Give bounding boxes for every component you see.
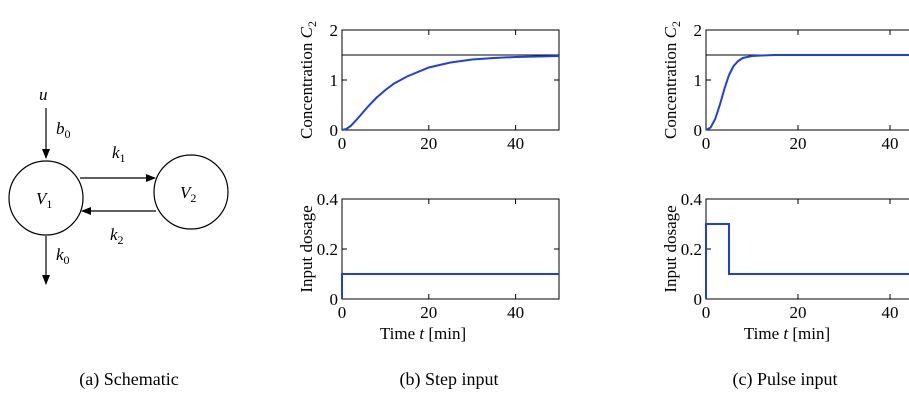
y-axis-label: Concentration C2 [297, 21, 319, 139]
x-tick-label: 40 [507, 303, 524, 322]
series-line [705, 54, 909, 131]
x-tick-label: 40 [882, 134, 899, 153]
x-tick-label: 20 [790, 134, 807, 153]
x-axis-label: Time t [min] [744, 324, 830, 343]
v1-label: V1 [36, 189, 52, 211]
chart-pulse-concentration: 0 20 40 0 1 2 Concentration C2 [661, 21, 909, 153]
y-tick-label: 0 [330, 290, 339, 309]
caption-schematic: (a) Schematic [79, 369, 178, 390]
x-tick-label: 0 [702, 134, 711, 153]
y-tick-label: 0 [694, 121, 703, 140]
input-u-label: u [39, 85, 48, 104]
compartment-v2 [153, 154, 229, 230]
y-tick-label: 1 [330, 71, 339, 90]
y-tick-label: 0 [694, 290, 703, 309]
y-tick-label: 2 [330, 21, 339, 40]
k1-label: k1 [112, 143, 126, 165]
y-axis-label: Input dosage [297, 205, 316, 292]
x-tick-label: 20 [790, 303, 807, 322]
x-tick-label: 20 [420, 303, 437, 322]
x-tick-label: 40 [882, 303, 899, 322]
k2-label: k2 [110, 225, 124, 247]
schematic: u b0 V1 V2 k1 k2 k0 [8, 85, 229, 285]
y-tick-label: 0 [330, 121, 339, 140]
y-tick-label: 1 [694, 71, 703, 90]
y-tick-label: 0.4 [681, 190, 703, 209]
x-tick-label: 0 [338, 134, 347, 153]
y-tick-label: 0.4 [317, 190, 339, 209]
v2-label: V2 [180, 183, 196, 205]
x-axis-label: Time t [min] [380, 324, 466, 343]
x-tick-label: 20 [420, 134, 437, 153]
x-tick-label: 40 [507, 134, 524, 153]
y-tick-label: 0.2 [317, 240, 338, 259]
axes-frame [341, 198, 560, 300]
y-tick-label: 0.2 [681, 240, 702, 259]
axes-frame [705, 198, 909, 300]
axes-frame [705, 29, 909, 131]
axes-frame [341, 29, 560, 131]
caption-pulse: (c) Pulse input [733, 369, 838, 390]
y-axis-label: Input dosage [661, 205, 680, 292]
caption-step: (b) Step input [400, 369, 499, 390]
x-tick-label: 0 [338, 303, 347, 322]
b0-label: b0 [56, 119, 71, 141]
compartment-v1 [8, 160, 84, 236]
series-line [341, 55, 560, 131]
y-tick-label: 2 [694, 21, 703, 40]
series-line [341, 273, 559, 299]
y-axis-label: Concentration C2 [661, 21, 683, 139]
series-line [705, 223, 909, 299]
k0-label: k0 [56, 245, 70, 267]
x-tick-label: 0 [702, 303, 711, 322]
chart-step-concentration: 0 20 40 0 1 2 Concentration C2 [297, 21, 560, 153]
